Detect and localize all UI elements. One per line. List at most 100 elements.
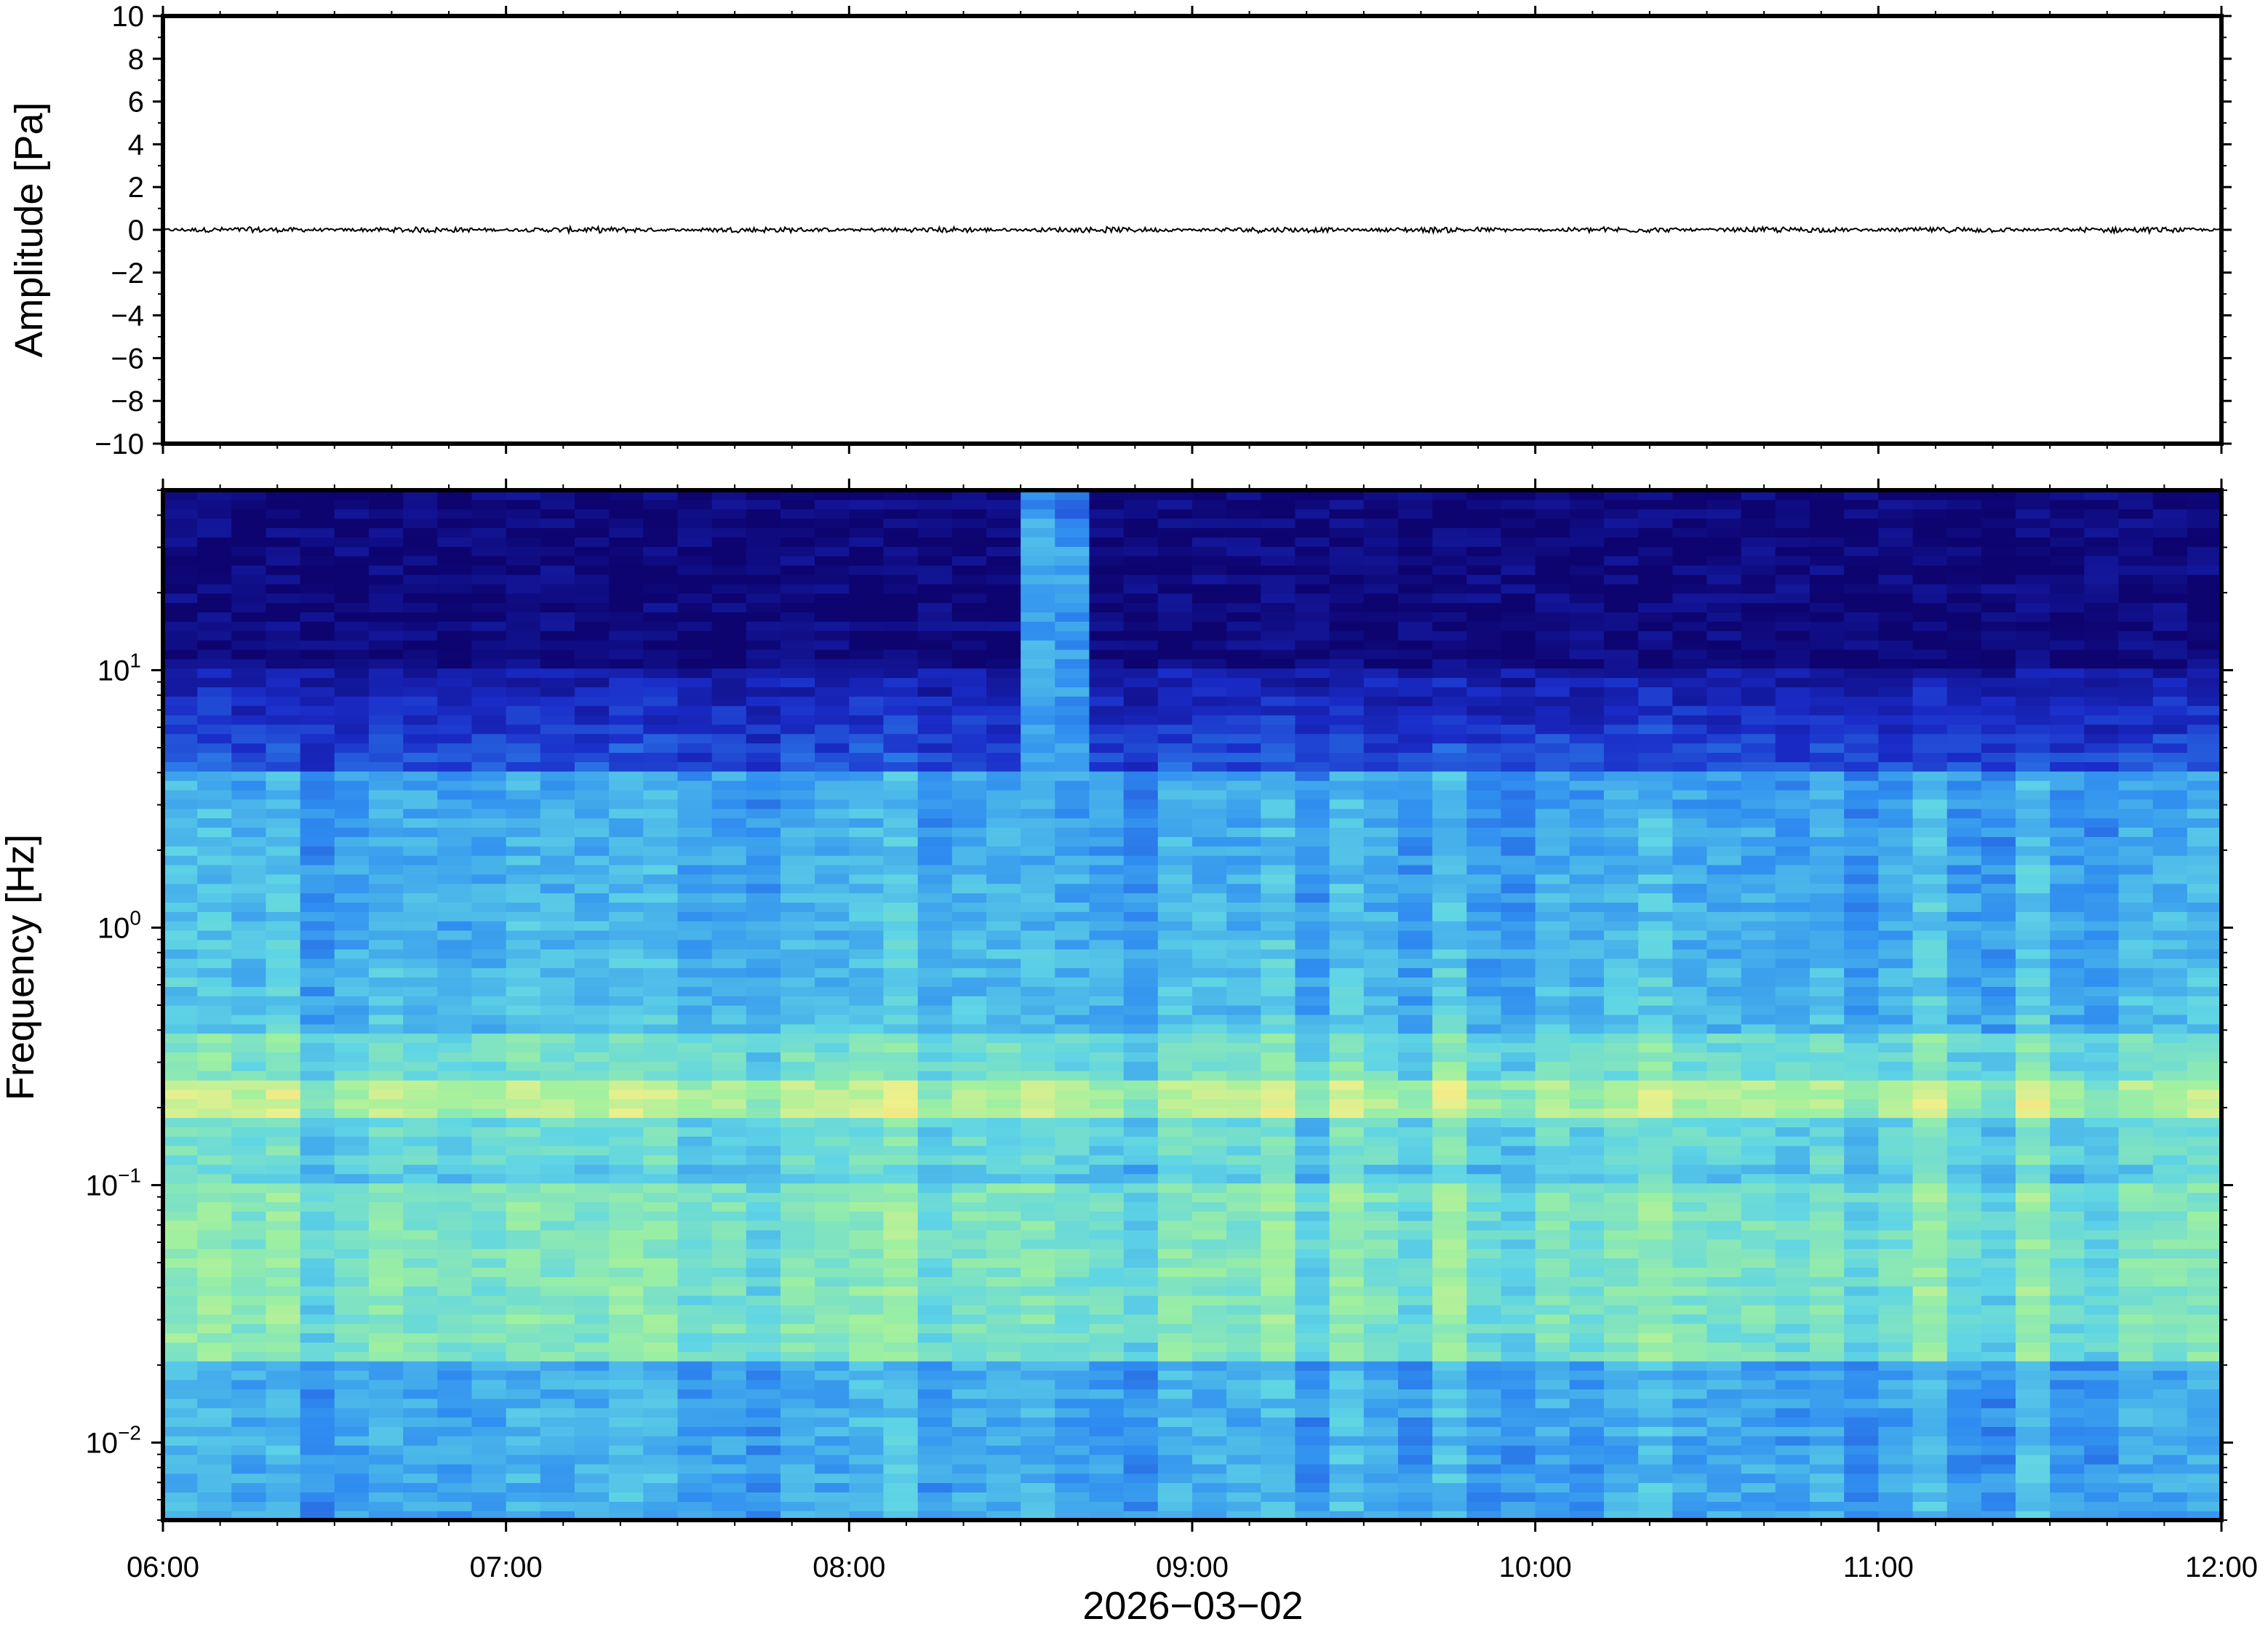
spectrogram-cell bbox=[506, 1305, 541, 1315]
spectrogram-cell bbox=[678, 715, 713, 725]
spectrogram-cell bbox=[1466, 1267, 1501, 1277]
spectrogram-cell bbox=[197, 696, 232, 706]
spectrogram-cell bbox=[918, 799, 953, 809]
spectrogram-cell bbox=[369, 865, 404, 875]
spectrogram-cell bbox=[1330, 705, 1365, 716]
spectrogram-cell bbox=[1364, 874, 1399, 884]
spectrogram-cell bbox=[815, 705, 850, 716]
spectrogram-cell bbox=[986, 1417, 1021, 1427]
spectrogram-cell bbox=[1021, 996, 1055, 1006]
spectrogram-cell bbox=[746, 1305, 781, 1315]
spectrogram-cell bbox=[472, 1174, 507, 1184]
spectrogram-cell bbox=[1090, 1015, 1125, 1025]
spectrogram-cell bbox=[1158, 996, 1193, 1006]
spectrogram-cell bbox=[849, 1090, 884, 1100]
spectrogram-cell bbox=[1638, 1183, 1673, 1194]
spectrogram-cell bbox=[1364, 1324, 1399, 1334]
spectrogram-cell bbox=[815, 603, 850, 613]
spectrogram-cell bbox=[1021, 1249, 1055, 1259]
spectrogram-cell bbox=[1398, 584, 1433, 594]
spectrogram-cell bbox=[780, 1492, 815, 1502]
spectrogram-cell bbox=[1330, 1230, 1365, 1240]
spectrogram-cell bbox=[540, 930, 575, 940]
spectrogram-cell bbox=[1124, 855, 1159, 866]
spectrogram-cell bbox=[163, 1333, 198, 1343]
spectrogram-cell bbox=[1536, 1295, 1570, 1306]
spectrogram-cell bbox=[575, 1090, 610, 1100]
spectrogram-cell bbox=[1226, 1408, 1261, 1418]
spectrogram-cell bbox=[1021, 500, 1055, 510]
spectrogram-cell bbox=[884, 996, 919, 1006]
spectrogram-cell bbox=[1364, 1426, 1399, 1436]
spectrogram-cell bbox=[437, 771, 472, 781]
spectrogram-cell bbox=[472, 930, 507, 940]
spectrogram-cell bbox=[335, 678, 370, 688]
spectrogram-cell bbox=[1432, 1174, 1467, 1184]
spectrogram-cell bbox=[506, 1324, 541, 1334]
spectrogram-cell bbox=[815, 1202, 850, 1212]
spectrogram-cell bbox=[884, 761, 919, 772]
spectrogram-cell bbox=[1261, 668, 1295, 679]
spectrogram-cell bbox=[1570, 575, 1605, 585]
waveform-y-tick-label: 10 bbox=[112, 1, 145, 33]
spectrogram-cell bbox=[1226, 715, 1261, 725]
spectrogram-cell bbox=[472, 968, 507, 978]
spectrogram-cell bbox=[575, 715, 610, 725]
spectrogram-cell bbox=[815, 1005, 850, 1015]
spectrogram-cell bbox=[1536, 1408, 1570, 1418]
spectrogram-cell bbox=[1638, 1080, 1673, 1090]
spectrogram-cell bbox=[369, 780, 404, 791]
spectrogram-cell bbox=[952, 1005, 987, 1015]
spectrogram-cell bbox=[780, 865, 815, 875]
spectrogram-cell bbox=[780, 1267, 815, 1277]
spectrogram-cell bbox=[1330, 1239, 1365, 1250]
spectrogram-cell bbox=[1158, 1034, 1193, 1044]
spectrogram-cell bbox=[1158, 1333, 1193, 1343]
spectrogram-cell bbox=[472, 780, 507, 791]
spectrogram-cell bbox=[1536, 1351, 1570, 1362]
spectrogram-cell bbox=[1330, 1361, 1365, 1371]
spectrogram-cell bbox=[1295, 902, 1330, 912]
spectrogram-cell bbox=[300, 752, 335, 762]
spectrogram-cell bbox=[1604, 902, 1639, 912]
spectrogram-cell bbox=[1398, 1314, 1433, 1324]
spectrogram-cell bbox=[780, 734, 815, 744]
spectrogram-cell bbox=[1501, 649, 1536, 660]
spectrogram-cell bbox=[780, 818, 815, 828]
spectrogram-cell bbox=[1398, 959, 1433, 969]
spectrogram-cell bbox=[1261, 519, 1295, 529]
spectrogram-cell bbox=[300, 902, 335, 912]
spectrogram-cell bbox=[643, 1492, 678, 1502]
spectrogram-cell bbox=[1570, 921, 1605, 931]
spectrogram-cell bbox=[780, 874, 815, 884]
spectrogram-cell bbox=[1364, 1445, 1399, 1455]
spectrogram-cell bbox=[1536, 715, 1570, 725]
spectrogram-cell bbox=[1398, 977, 1433, 987]
spectrogram-cell bbox=[1536, 1399, 1570, 1409]
spectrogram-cell bbox=[1124, 1474, 1159, 1484]
spectrogram-cell bbox=[575, 565, 610, 575]
spectrogram-cell bbox=[884, 1090, 919, 1100]
spectrogram-cell bbox=[197, 621, 232, 631]
spectrogram-cell bbox=[1501, 1118, 1536, 1128]
spectrogram-cell bbox=[815, 1324, 850, 1334]
spectrogram-cell bbox=[1226, 996, 1261, 1006]
spectrogram-cell bbox=[712, 509, 747, 519]
spectrogram-cell bbox=[540, 1324, 575, 1334]
spectrogram-cell bbox=[918, 790, 953, 800]
spectrogram-cell bbox=[849, 827, 884, 837]
spectrogram-cell bbox=[1192, 1211, 1227, 1221]
spectrogram-cell bbox=[506, 893, 541, 903]
spectrogram-cell bbox=[300, 1501, 335, 1511]
spectrogram-cell bbox=[163, 1249, 198, 1259]
spectrogram-cell bbox=[1090, 1370, 1125, 1380]
spectrogram-cell bbox=[1192, 1090, 1227, 1100]
spectrogram-cell bbox=[678, 1202, 713, 1212]
spectrogram-cell bbox=[1364, 799, 1399, 809]
spectrogram-cell bbox=[918, 884, 953, 894]
spectrogram-cell bbox=[335, 1474, 370, 1484]
spectrogram-cell bbox=[1021, 519, 1055, 529]
spectrogram-cell bbox=[506, 1408, 541, 1418]
spectrogram-cell bbox=[849, 809, 884, 819]
spectrogram-cell bbox=[1330, 1071, 1365, 1081]
